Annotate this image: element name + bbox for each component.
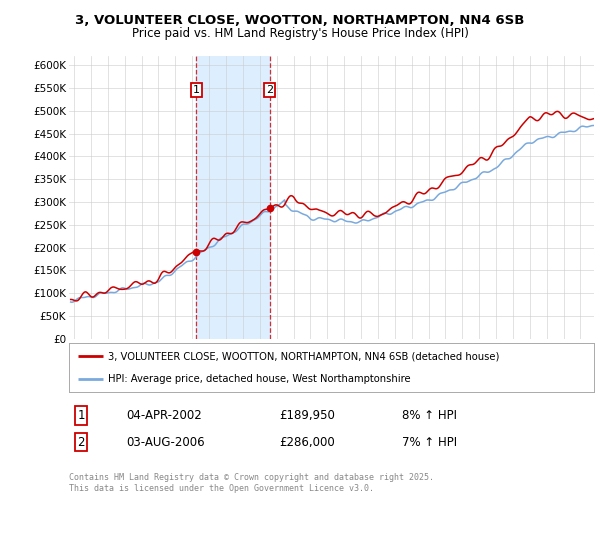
Text: 1: 1 (77, 409, 85, 422)
Text: 3, VOLUNTEER CLOSE, WOOTTON, NORTHAMPTON, NN4 6SB: 3, VOLUNTEER CLOSE, WOOTTON, NORTHAMPTON… (76, 14, 524, 27)
Text: 1: 1 (193, 85, 200, 95)
Text: 3, VOLUNTEER CLOSE, WOOTTON, NORTHAMPTON, NN4 6SB (detached house): 3, VOLUNTEER CLOSE, WOOTTON, NORTHAMPTON… (109, 351, 500, 361)
Text: Price paid vs. HM Land Registry's House Price Index (HPI): Price paid vs. HM Land Registry's House … (131, 27, 469, 40)
Text: 7% ↑ HPI: 7% ↑ HPI (402, 436, 457, 449)
Text: 2: 2 (266, 85, 273, 95)
Bar (196, 56, 269, 339)
Text: 2: 2 (77, 436, 85, 449)
Text: Contains HM Land Registry data © Crown copyright and database right 2025.
This d: Contains HM Land Registry data © Crown c… (69, 473, 434, 493)
Text: 8% ↑ HPI: 8% ↑ HPI (402, 409, 457, 422)
Text: £286,000: £286,000 (279, 436, 335, 449)
Text: HPI: Average price, detached house, West Northamptonshire: HPI: Average price, detached house, West… (109, 374, 411, 384)
Text: 04-APR-2002: 04-APR-2002 (126, 409, 202, 422)
Text: £189,950: £189,950 (279, 409, 335, 422)
Text: 03-AUG-2006: 03-AUG-2006 (126, 436, 205, 449)
